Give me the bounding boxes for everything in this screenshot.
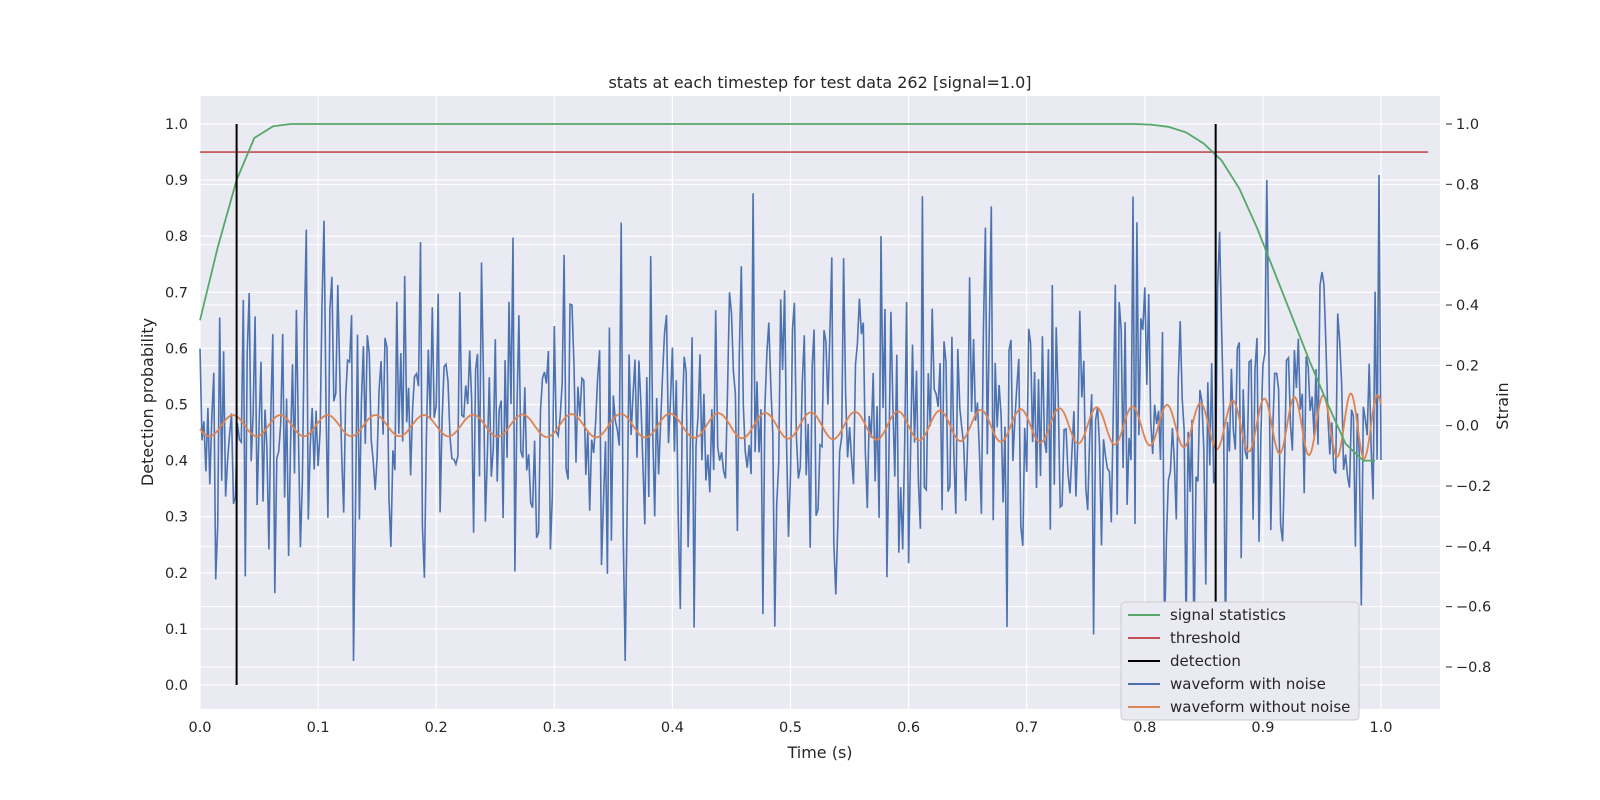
y-axis-label-left: Detection probability xyxy=(138,318,157,486)
y-tick-label-left: 0.5 xyxy=(165,398,188,414)
series-signal-statistics xyxy=(199,123,1376,462)
x-tick-label: 0.3 xyxy=(543,720,566,736)
y-tick-label-right: 1.0 xyxy=(1456,117,1479,133)
legend-label-waveform-with-noise: waveform with noise xyxy=(1170,675,1326,693)
y-tick-label-right: −0.4 xyxy=(1456,539,1491,555)
y-tick-label-left: 0.3 xyxy=(165,510,188,526)
y-tick-label-right: 0.2 xyxy=(1456,358,1479,374)
y-tick-label-left: 0.2 xyxy=(165,566,188,582)
y-tick-label-left: 0.9 xyxy=(165,173,188,189)
x-tick-label: 0.4 xyxy=(661,720,684,736)
y-tick-label-left: 0.0 xyxy=(165,678,188,694)
y-tick-label-right: 0.4 xyxy=(1456,298,1479,314)
y-tick-label-left: 0.4 xyxy=(165,454,188,470)
x-tick-label: 0.2 xyxy=(425,720,448,736)
legend-box xyxy=(1120,601,1360,721)
y-axis-label-right: Strain xyxy=(1493,382,1512,429)
x-tick-label: 0.5 xyxy=(779,720,802,736)
legend-label-waveform-without-noise: waveform without noise xyxy=(1170,698,1350,716)
legend-label-signal-statistics: signal statistics xyxy=(1170,606,1286,624)
y-tick-label-right: −0.2 xyxy=(1456,479,1491,495)
legend: signal statistics threshold detection wa… xyxy=(1120,601,1360,721)
legend-label-threshold: threshold xyxy=(1170,629,1241,647)
x-tick-label: 0.9 xyxy=(1251,720,1274,736)
y-tick-label-left: 0.1 xyxy=(165,622,188,638)
y-tick-label-left: 0.6 xyxy=(165,341,188,357)
series-waveform-with-noise xyxy=(199,174,1382,662)
y-tick-label-left: 1.0 xyxy=(165,117,188,133)
x-tick-label: 0.6 xyxy=(897,720,920,736)
x-tick-label: 0.7 xyxy=(1015,720,1038,736)
x-tick-label: 0.1 xyxy=(307,720,330,736)
x-tick-label: 0.0 xyxy=(188,720,211,736)
y-tick-label-right: 0.0 xyxy=(1456,419,1479,435)
legend-label-detection: detection xyxy=(1170,652,1241,670)
y-tick-label-right: 0.8 xyxy=(1456,177,1479,193)
y-tick-label-right: 0.6 xyxy=(1456,238,1479,254)
y-tick-label-left: 0.7 xyxy=(165,285,188,301)
chart-title: stats at each timestep for test data 262… xyxy=(608,73,1031,92)
series-layer xyxy=(199,123,1429,685)
y-tick-label-left: 0.8 xyxy=(165,229,188,245)
x-tick-label: 0.8 xyxy=(1133,720,1156,736)
series-waveform-without-noise xyxy=(199,392,1382,460)
y-tick-label-right: −0.6 xyxy=(1456,600,1491,616)
x-tick-label: 1.0 xyxy=(1369,720,1392,736)
x-axis-label: Time (s) xyxy=(786,743,852,762)
y-tick-label-right: −0.8 xyxy=(1456,660,1491,676)
tick-labels: 0.0 0.1 0.2 0.3 0.4 0.5 0.6 0.7 0.8 0.9 1.0 0.0 0.1 0… xyxy=(165,117,1491,736)
